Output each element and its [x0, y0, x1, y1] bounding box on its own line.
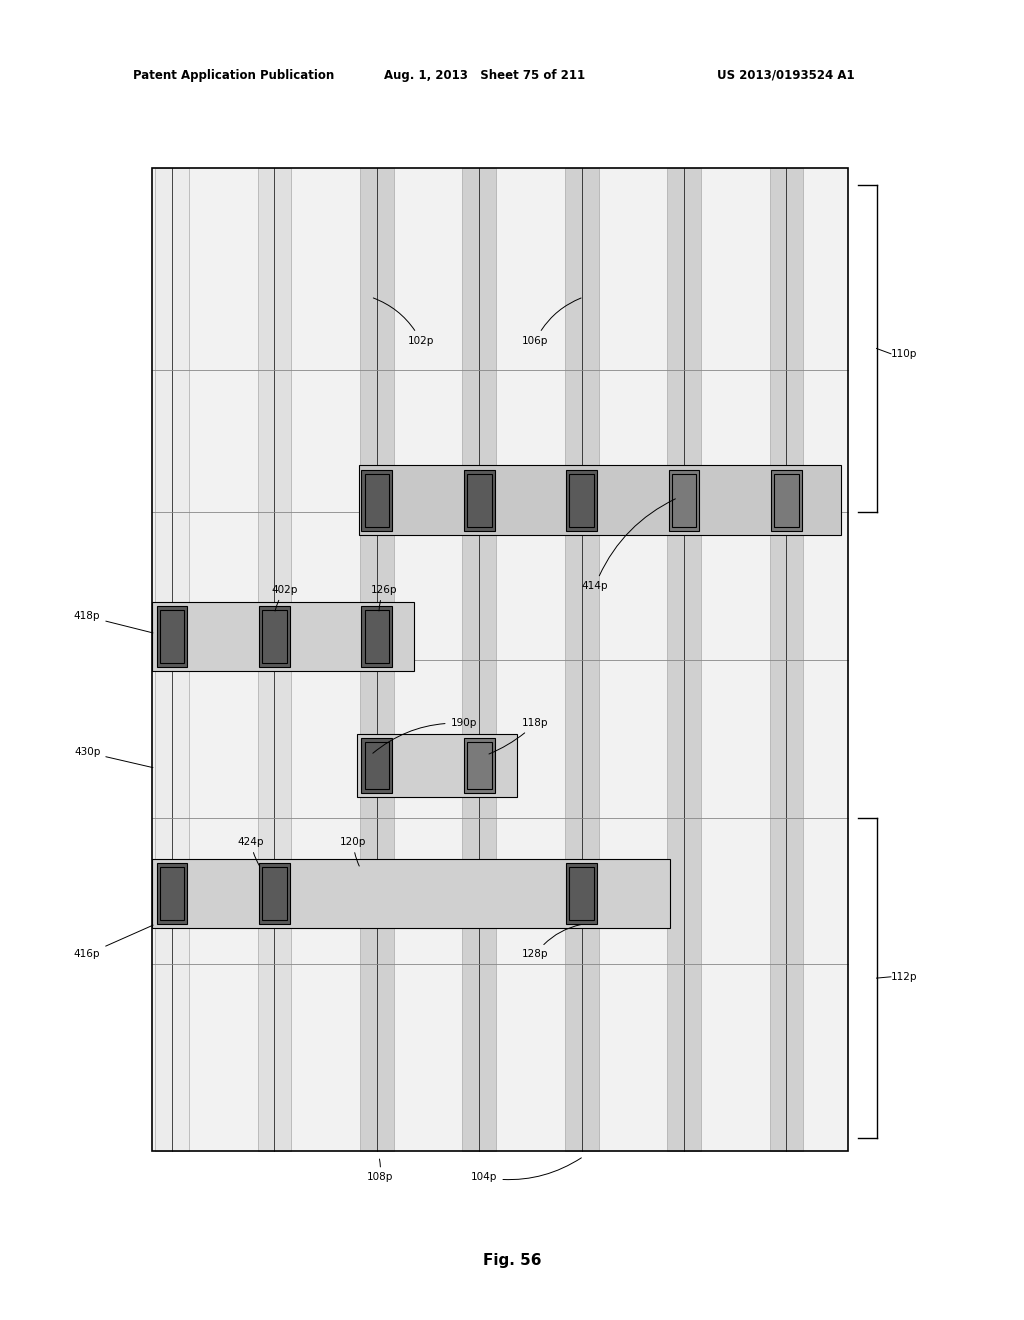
Bar: [669, 470, 699, 531]
Bar: [365, 742, 389, 789]
Bar: [156, 168, 189, 1151]
Bar: [152, 602, 414, 671]
Bar: [157, 606, 187, 667]
Text: 430p: 430p: [74, 747, 153, 768]
Bar: [464, 738, 495, 793]
Text: Patent Application Publication: Patent Application Publication: [133, 69, 335, 82]
Bar: [259, 863, 290, 924]
Bar: [569, 867, 594, 920]
Text: 110p: 110p: [891, 348, 918, 359]
Bar: [361, 738, 392, 793]
Text: 108p: 108p: [367, 1159, 393, 1183]
Bar: [361, 606, 392, 667]
Bar: [259, 606, 290, 667]
Text: 424p: 424p: [238, 837, 264, 866]
Bar: [262, 867, 287, 920]
Bar: [152, 168, 848, 1151]
Bar: [360, 168, 393, 1151]
Text: 414p: 414p: [582, 499, 676, 591]
Text: Fig. 56: Fig. 56: [482, 1253, 542, 1269]
Text: 126p: 126p: [371, 585, 397, 611]
Bar: [357, 734, 517, 797]
Text: Aug. 1, 2013   Sheet 75 of 211: Aug. 1, 2013 Sheet 75 of 211: [384, 69, 585, 82]
Text: 418p: 418p: [74, 611, 153, 632]
Bar: [566, 863, 597, 924]
Text: 128p: 128p: [522, 924, 581, 960]
Bar: [160, 867, 184, 920]
Bar: [262, 610, 287, 663]
Bar: [565, 168, 598, 1151]
Text: 106p: 106p: [522, 298, 581, 346]
Bar: [152, 168, 848, 1151]
Bar: [258, 168, 291, 1151]
Bar: [467, 742, 492, 789]
Text: 416p: 416p: [74, 925, 154, 960]
Bar: [365, 474, 389, 527]
Text: 190p: 190p: [373, 718, 477, 754]
Text: US 2013/0193524 A1: US 2013/0193524 A1: [717, 69, 854, 82]
Bar: [361, 470, 392, 531]
Bar: [464, 470, 495, 531]
Bar: [152, 859, 670, 928]
Bar: [359, 465, 841, 535]
Text: 118p: 118p: [489, 718, 549, 754]
Bar: [160, 610, 184, 663]
Bar: [157, 863, 187, 924]
Text: 120p: 120p: [340, 837, 367, 866]
Bar: [771, 470, 802, 531]
Bar: [569, 474, 594, 527]
Bar: [668, 168, 701, 1151]
Bar: [566, 470, 597, 531]
Text: 112p: 112p: [891, 972, 918, 982]
Text: 102p: 102p: [374, 298, 434, 346]
Bar: [770, 168, 804, 1151]
Bar: [467, 474, 492, 527]
Bar: [463, 168, 497, 1151]
Text: 402p: 402p: [271, 585, 298, 611]
Bar: [774, 474, 799, 527]
Bar: [672, 474, 696, 527]
Text: 104p: 104p: [471, 1158, 582, 1183]
Bar: [365, 610, 389, 663]
